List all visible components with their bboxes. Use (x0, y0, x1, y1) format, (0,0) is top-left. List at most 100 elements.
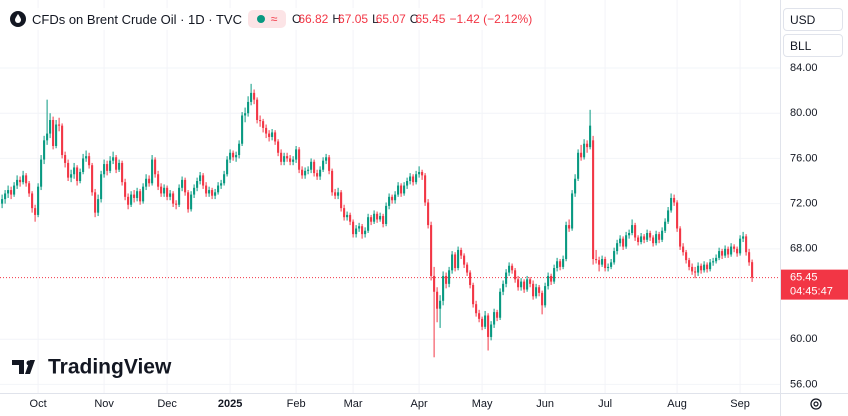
candle-body (325, 157, 328, 161)
x-tick-label: Mar (344, 398, 363, 410)
candle-body (532, 283, 535, 297)
candle-body (250, 92, 253, 102)
candle-body (121, 162, 124, 183)
candle-body (685, 252, 688, 261)
candle-body (382, 216, 385, 224)
candle-body (160, 186, 163, 194)
x-tick-label: Feb (287, 398, 306, 410)
candle-body (670, 197, 673, 211)
candle-body (481, 318, 484, 327)
candle-body (502, 283, 505, 292)
candle-body (106, 164, 109, 171)
candle-body (1, 199, 4, 204)
candle-body (316, 173, 319, 177)
ohlc-item: H67.05 (332, 12, 368, 26)
y-tick-label: 84.00 (790, 62, 818, 74)
candle-body (634, 225, 637, 238)
candle-body (430, 225, 433, 276)
candle-body (667, 210, 670, 222)
logo-dot (26, 360, 32, 366)
candle-body (445, 275, 448, 284)
candle-body (328, 157, 331, 171)
change: −1.42 (−2.12%) (449, 12, 533, 26)
candle-body (454, 254, 457, 269)
candle-body (733, 246, 736, 249)
candle-body (172, 193, 175, 204)
candle-body (154, 159, 157, 175)
candle-body (586, 143, 589, 148)
candle-body (496, 312, 499, 318)
candle-body (52, 120, 55, 146)
candle-body (163, 187, 166, 194)
candle-body (406, 181, 409, 186)
candle-body (364, 230, 367, 235)
candle-body (415, 174, 418, 183)
ohlc-label: H (332, 12, 342, 26)
candle-body (223, 174, 226, 184)
candle-body (520, 281, 523, 288)
candle-body (529, 279, 532, 284)
ohlc-value: 65.45 (415, 12, 446, 26)
candle-body (337, 192, 340, 196)
candle-body (739, 238, 742, 254)
candle-body (241, 115, 244, 144)
candle-body (298, 149, 301, 170)
candle-body (307, 169, 310, 171)
candle-body (40, 159, 43, 187)
candle-body (394, 194, 397, 201)
candle-body (271, 132, 274, 137)
candle-body (43, 140, 46, 160)
candle-body (637, 237, 640, 243)
candle-body (574, 178, 577, 194)
candle-body (85, 156, 88, 159)
candle-body (424, 175, 427, 203)
ohlc-value: 65.07 (375, 12, 406, 26)
candle-body (145, 178, 148, 187)
candle-body (322, 160, 325, 170)
logo: TradingView (12, 356, 172, 379)
candle-body (562, 258, 565, 267)
candle-body (475, 304, 478, 314)
unit-button[interactable]: BLL (783, 34, 843, 57)
candle-body (133, 194, 136, 198)
candle-body (472, 284, 475, 305)
currency-button[interactable]: USD (783, 8, 843, 31)
candle-body (226, 159, 229, 175)
candle-body (694, 271, 697, 273)
y-tick-label: 68.00 (790, 243, 818, 255)
candle-body (538, 287, 541, 293)
candle-body (688, 260, 691, 267)
candle-body (409, 176, 412, 182)
candle-body (697, 265, 700, 273)
candle-body (661, 230, 664, 240)
candle-body (643, 236, 646, 240)
ohlc-value: 66.82 (298, 12, 329, 26)
candle-body (175, 203, 178, 205)
candle-body (595, 258, 598, 261)
candle-body (550, 275, 553, 282)
candle-body (373, 213, 376, 222)
candle-body (217, 185, 220, 193)
candle-body (580, 152, 583, 158)
candle-body (169, 193, 172, 197)
candle-body (184, 179, 187, 193)
candle-body (319, 169, 322, 177)
candle-body (19, 179, 22, 183)
ohlc-label: L (372, 12, 379, 26)
candle-body (367, 217, 370, 231)
candle-body (466, 264, 469, 273)
settings-icon[interactable] (810, 398, 822, 410)
candle-body (13, 185, 16, 195)
status-pill[interactable]: ≈ (247, 10, 286, 28)
candle-body (448, 270, 451, 284)
candle-body (628, 232, 631, 236)
candle-body (544, 286, 547, 306)
candle-body (553, 268, 556, 282)
candle-body (700, 265, 703, 271)
candle-body (205, 185, 208, 194)
candle-body (682, 246, 685, 253)
candle-body (403, 185, 406, 194)
